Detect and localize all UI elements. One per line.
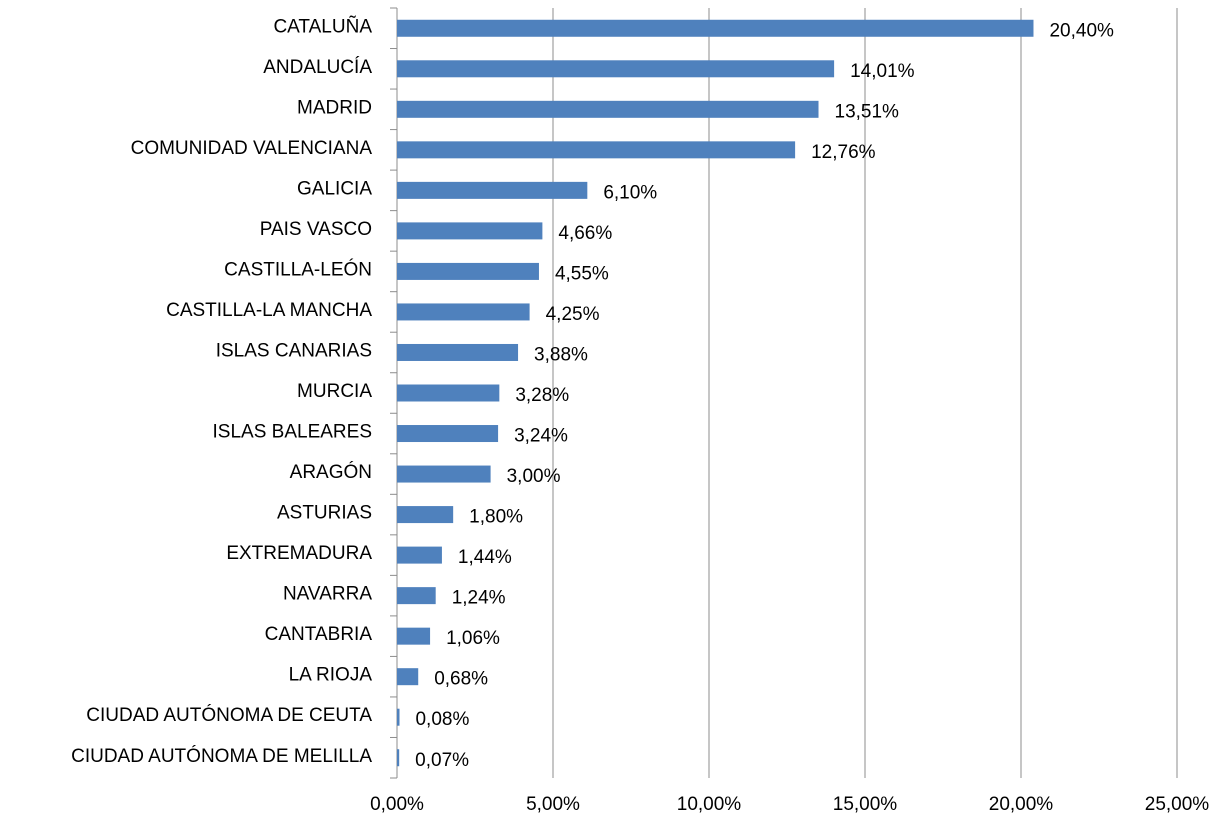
bar	[397, 100, 819, 118]
y-tick-label: COMUNIDAD VALENCIANA	[131, 138, 373, 159]
data-label: 0,07%	[415, 750, 469, 771]
data-label: 0,08%	[415, 709, 469, 730]
bar	[397, 262, 539, 280]
bar	[397, 749, 400, 767]
bar	[397, 60, 835, 78]
bar	[397, 506, 454, 524]
y-tick-label: CASTILLA-LEÓN	[224, 258, 372, 280]
y-tick-label: MURCIA	[297, 381, 372, 402]
data-label: 3,24%	[514, 426, 568, 447]
x-tick-label: 0,00%	[370, 794, 424, 815]
data-label: 4,25%	[546, 304, 600, 325]
x-tick-label: 5,00%	[526, 794, 580, 815]
x-tick-label: 25,00%	[1145, 794, 1210, 815]
bar	[397, 465, 491, 483]
data-label: 14,01%	[850, 61, 915, 82]
y-tick-label: MADRID	[297, 97, 372, 118]
data-label: 3,28%	[515, 385, 569, 406]
y-tick-label: ISLAS CANARIAS	[216, 340, 372, 361]
x-tick-label: 20,00%	[989, 794, 1054, 815]
data-label: 1,44%	[458, 547, 512, 568]
data-label: 1,80%	[469, 507, 523, 528]
bar	[397, 668, 419, 686]
y-tick-label: CASTILLA-LA MANCHA	[166, 300, 372, 321]
y-tick-label: CATALUÑA	[273, 15, 372, 37]
y-tick-label: CIUDAD AUTÓNOMA DE CEUTA	[86, 704, 372, 726]
data-label: 20,40%	[1049, 20, 1114, 41]
bar	[397, 19, 1034, 37]
y-tick-label: EXTREMADURA	[226, 543, 372, 564]
y-tick-label: NAVARRA	[283, 584, 372, 605]
data-label: 6,10%	[603, 182, 657, 203]
bar	[397, 425, 499, 443]
bar	[397, 708, 400, 726]
x-tick-label: 10,00%	[677, 794, 742, 815]
bar	[397, 222, 543, 240]
bar	[397, 587, 436, 605]
data-label: 1,24%	[452, 588, 506, 609]
data-label: 13,51%	[835, 101, 900, 122]
y-tick-label: CIUDAD AUTÓNOMA DE MELILLA	[71, 745, 372, 767]
bar	[397, 384, 500, 402]
data-label: 1,06%	[446, 628, 500, 649]
y-tick-label: ASTURIAS	[277, 503, 372, 524]
data-label: 3,00%	[507, 466, 561, 487]
bar	[397, 546, 442, 564]
bar	[397, 181, 588, 199]
y-tick-label: ARAGÓN	[290, 461, 372, 483]
y-tick-label: ISLAS BALEARES	[213, 422, 372, 443]
data-label: 3,88%	[534, 344, 588, 365]
bar	[397, 343, 519, 361]
data-label: 4,66%	[558, 223, 612, 244]
y-tick-label: GALICIA	[297, 178, 372, 199]
x-tick-label: 15,00%	[833, 794, 898, 815]
data-label: 0,68%	[434, 669, 488, 690]
y-tick-label: CANTABRIA	[265, 624, 373, 645]
y-tick-label: PAIS VASCO	[260, 219, 372, 240]
bar	[397, 627, 431, 645]
bar	[397, 141, 796, 159]
y-tick-label: LA RIOJA	[289, 665, 373, 686]
data-label: 4,55%	[555, 263, 609, 284]
bar	[397, 303, 530, 321]
data-label: 12,76%	[811, 142, 876, 163]
y-tick-label: ANDALUCÍA	[263, 57, 372, 78]
